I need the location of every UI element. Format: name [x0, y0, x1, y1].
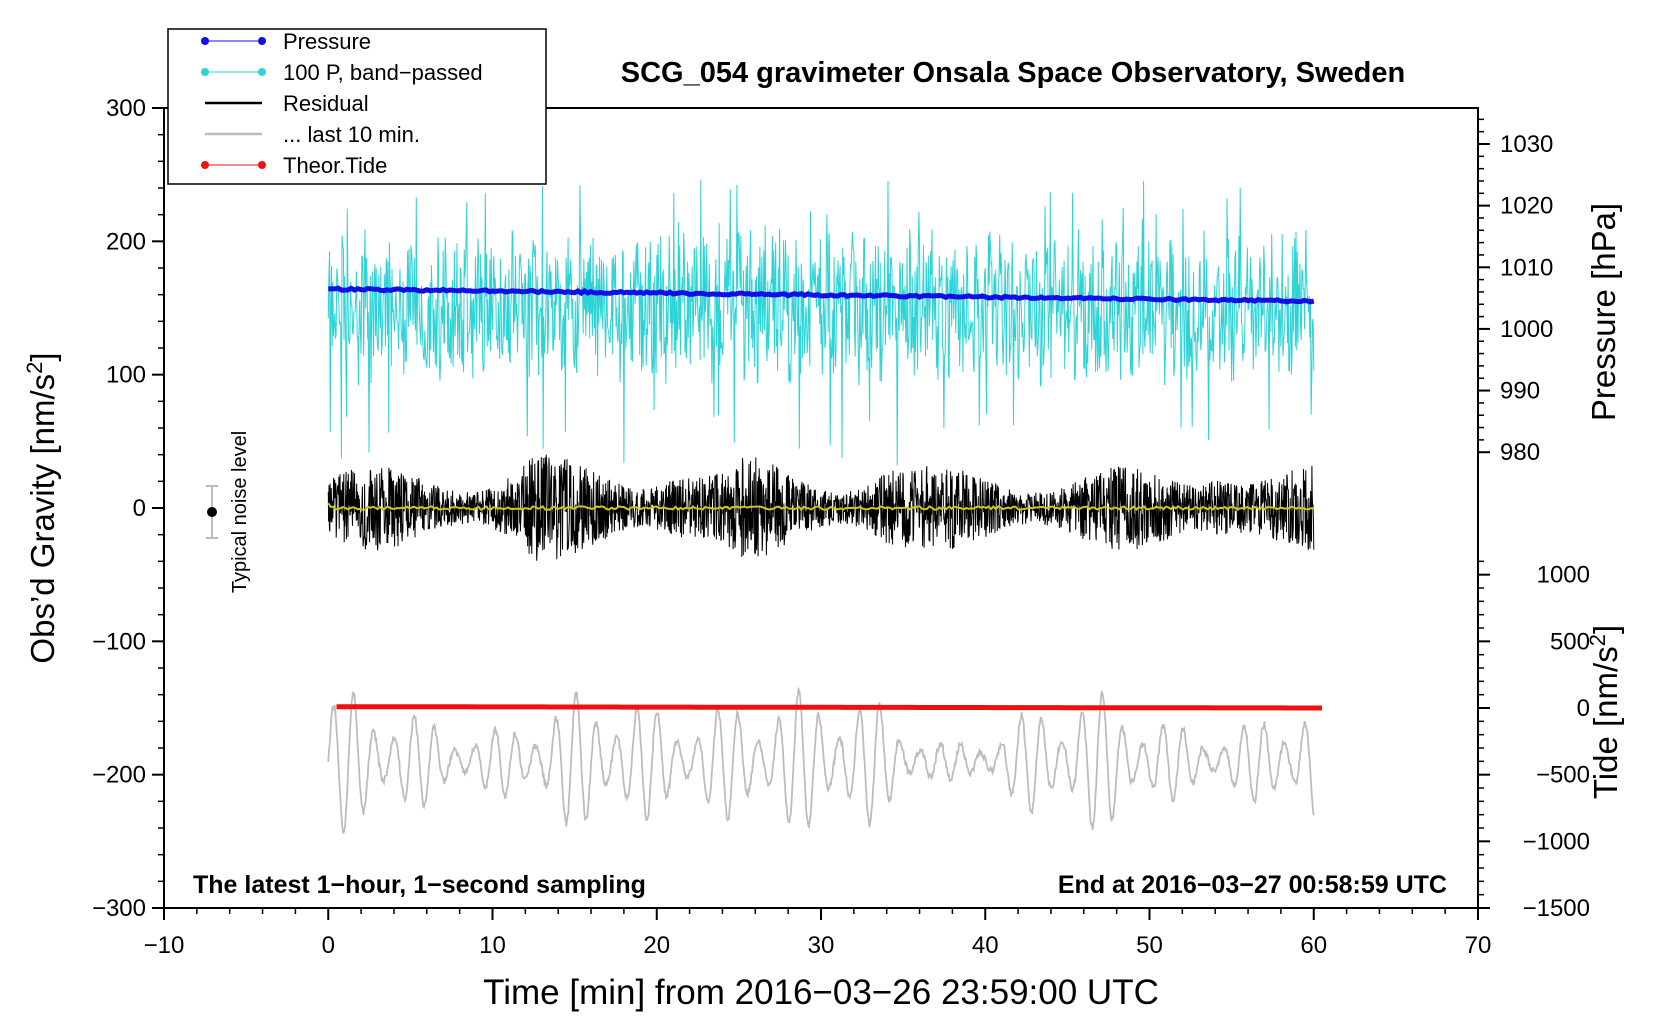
annotation-bottom-right: End at 2016−03−27 00:58:59 UTC — [1058, 871, 1447, 899]
y-left-tick-label: −100 — [92, 628, 146, 655]
y-axis-label-left: Obs’d Gravity [nm/s2] — [22, 352, 61, 663]
legend-marker — [258, 68, 266, 76]
tide-tick-label: −500 — [1536, 762, 1590, 789]
series-bandpassed-pressure — [327, 179, 1315, 466]
x-tick-label: 10 — [479, 932, 506, 959]
legend: Pressure 100 P, band−passed Residual ... la… — [167, 28, 547, 185]
pressure-tick-label: 1030 — [1500, 131, 1553, 158]
legend-items: Pressure 100 P, band−passed Residual ... la… — [201, 29, 483, 178]
ticks-layer: −10 0 10 20 30 40 50 60 703002001000−100−200−300… — [92, 95, 1590, 959]
x-tick-label: 0 — [322, 932, 335, 959]
legend-box — [167, 28, 547, 185]
legend-marker — [201, 161, 209, 169]
legend-marker — [258, 161, 266, 169]
y-left-tick-label: 300 — [106, 95, 146, 122]
y-left-tick-label: 200 — [106, 228, 146, 255]
legend-marker — [201, 37, 209, 45]
series-theoretical-tide — [336, 704, 1322, 711]
noise-center-dot — [207, 507, 217, 517]
series-residual-smoothed — [327, 502, 1315, 512]
pressure-tick-label: 1020 — [1500, 193, 1553, 220]
chart-title: SCG_054 gravimeter Onsala Space Observat… — [621, 57, 1405, 89]
pressure-tick-label: 1010 — [1500, 254, 1553, 281]
pressure-tick-label: 980 — [1500, 439, 1540, 466]
noise-label: Typical noise level — [229, 431, 251, 593]
x-tick-label: 50 — [1136, 932, 1163, 959]
pressure-tick-label: 1000 — [1500, 316, 1553, 343]
y-left-tick-label: −200 — [92, 762, 146, 789]
legend-marker — [201, 68, 209, 76]
x-tick-label: −10 — [144, 932, 185, 959]
x-tick-label: 40 — [972, 932, 999, 959]
y-left-tick-label: 0 — [133, 495, 146, 522]
y-left-tick-label: 100 — [106, 362, 146, 389]
pressure-tick-label: 990 — [1500, 378, 1540, 405]
annotation-bottom-left: The latest 1−hour, 1−second sampling — [193, 871, 646, 899]
series-pressure — [328, 285, 1315, 305]
y-axis-label-pressure: Pressure [hPa] — [1585, 203, 1622, 421]
tide-tick-label: 1000 — [1537, 562, 1590, 589]
series-last-10-min — [327, 686, 1315, 834]
legend-label: Theor.Tide — [283, 153, 387, 178]
legend-marker — [258, 37, 266, 45]
tide-tick-label: −1000 — [1523, 828, 1590, 855]
y-left-tick-label: −300 — [92, 895, 146, 922]
x-tick-label: 30 — [808, 932, 835, 959]
tide-tick-label: 0 — [1577, 695, 1590, 722]
x-tick-label: 70 — [1465, 932, 1492, 959]
legend-label: 100 P, band−passed — [283, 60, 483, 85]
x-axis-label: Time [min] from 2016−03−26 23:59:00 UTC — [483, 973, 1159, 1012]
x-tick-label: 20 — [643, 932, 670, 959]
tide-tick-label: 500 — [1550, 628, 1590, 655]
legend-label: ... last 10 min. — [283, 122, 420, 147]
y-axis-label-tide: Tide [nm/s2] — [1585, 625, 1624, 799]
legend-label: Pressure — [283, 29, 371, 54]
series-layer — [327, 179, 1322, 834]
tide-tick-label: −1500 — [1523, 895, 1590, 922]
x-tick-label: 60 — [1300, 932, 1327, 959]
noise-indicator: Typical noise level — [206, 431, 251, 593]
legend-label: Residual — [283, 91, 369, 116]
series-residual — [327, 454, 1315, 561]
